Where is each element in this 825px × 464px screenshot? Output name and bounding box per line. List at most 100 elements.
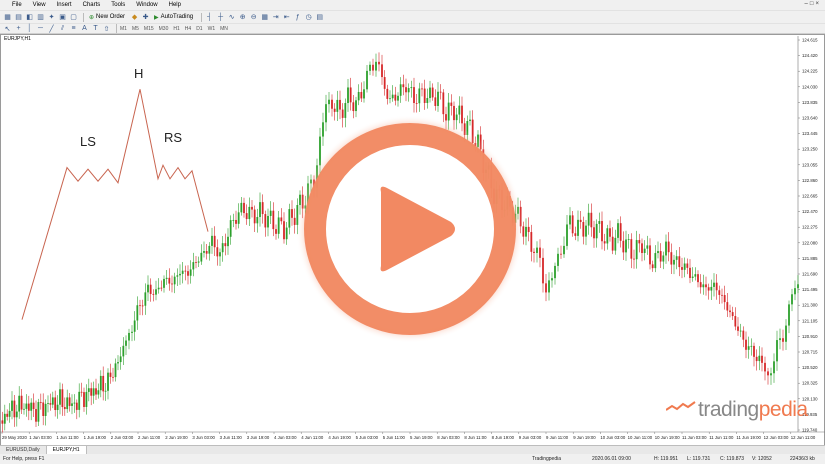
candle-bearish — [168, 277, 171, 284]
menu-help[interactable]: Help — [168, 2, 181, 8]
price-tick-label: 122.860 — [802, 178, 818, 183]
candle-bearish — [579, 219, 582, 223]
new-order-label: New Order — [96, 14, 126, 20]
menu-view[interactable]: View — [32, 2, 46, 8]
time-tick-label: 3 Jun 19:00 — [247, 435, 270, 440]
tab-eurusd-daily[interactable]: EURUSD,Daily — [0, 446, 47, 454]
zoom-in-icon[interactable]: ⊕ — [239, 14, 246, 21]
timeframe-d1[interactable]: D1 — [196, 25, 203, 32]
new-chart-icon[interactable]: ▦ — [4, 14, 11, 21]
market-watch-icon[interactable]: ◧ — [26, 14, 33, 21]
candle-bullish — [78, 391, 81, 410]
tab-eurjpy-h1[interactable]: EURJPY,H1 — [46, 446, 87, 454]
navigator-icon[interactable]: ✦ — [48, 14, 55, 21]
candle-bearish — [378, 61, 380, 65]
metaeditor-icon[interactable]: ◆ — [131, 14, 138, 21]
time-tick-label: 5 Jun 03:00 — [356, 435, 379, 440]
price-tick-label: 124.225 — [802, 69, 818, 74]
candle-bearish — [149, 284, 152, 294]
timeframe-m30[interactable]: M30 — [158, 25, 169, 32]
candle-bearish — [49, 403, 52, 405]
price-tick-label: 123.835 — [802, 100, 818, 105]
candle-bearish — [699, 282, 702, 288]
cursor-icon[interactable]: ↖ — [4, 25, 11, 33]
equidistant-channel-icon[interactable]: ⫽ — [60, 24, 65, 32]
timeframe-mn[interactable]: MN — [220, 25, 228, 32]
menu-insert[interactable]: Insert — [56, 2, 72, 8]
candle-bullish — [128, 332, 130, 341]
terminal-icon[interactable]: ▣ — [59, 14, 66, 21]
candle-bullish — [219, 252, 221, 257]
new-order-button[interactable]: ⊕ New Order — [87, 12, 127, 22]
candlestick-icon[interactable]: ┼ — [218, 13, 224, 21]
play-ring — [304, 123, 516, 335]
timeframe-h4[interactable]: H4 — [184, 25, 192, 32]
price-tick-label: 119.935 — [802, 412, 818, 417]
profiles-icon[interactable]: ▤ — [15, 14, 22, 21]
candle-bearish — [527, 226, 530, 233]
data-window-icon[interactable]: ▥ — [37, 14, 44, 21]
menu-file[interactable]: File — [12, 2, 22, 8]
menu-charts[interactable]: Charts — [82, 2, 101, 8]
tile-windows-icon[interactable]: ▦ — [261, 14, 268, 21]
periods-icon[interactable]: ◷ — [305, 14, 312, 21]
timeframe-m5[interactable]: M5 — [131, 25, 139, 32]
candle-bearish — [35, 409, 37, 422]
menu-window[interactable]: Window — [136, 2, 158, 8]
menu-tools[interactable]: Tools — [111, 2, 126, 8]
price-tick-label: 124.420 — [802, 53, 818, 58]
timeframe-h1[interactable]: H1 — [173, 25, 180, 32]
timeframe-w1[interactable]: W1 — [207, 25, 216, 32]
crosshair-icon[interactable]: + — [16, 25, 21, 32]
price-chart[interactable]: 124.615 124.420 124.225 124.030 123.835 123.6… — [0, 34, 825, 445]
candle-bullish — [794, 288, 796, 295]
separator — [201, 12, 203, 22]
candle-bearish — [737, 326, 739, 331]
candle-bullish — [288, 209, 291, 228]
indicators-icon[interactable]: ƒ — [295, 13, 300, 21]
candle-bullish — [229, 220, 232, 237]
candle-bullish — [563, 245, 565, 255]
time-tick-label: 10 Jun 11:00 — [628, 435, 653, 440]
candle-bullish — [221, 243, 224, 253]
candle-bearish — [264, 214, 267, 228]
candle-bullish — [399, 84, 402, 96]
strategy-tester-icon[interactable]: ▢ — [70, 14, 77, 21]
signals-icon[interactable]: ✚ — [142, 14, 149, 21]
candle-bullish — [536, 247, 538, 253]
trendline-icon[interactable]: ╱ — [49, 25, 54, 33]
arrows-icon[interactable]: ⇧ — [103, 25, 110, 33]
bar-chart-icon[interactable]: ┤ — [207, 13, 213, 21]
vertical-line-icon[interactable]: │ — [27, 25, 32, 32]
zoom-out-icon[interactable]: ⊖ — [250, 14, 257, 21]
timeframe-m1[interactable]: M1 — [120, 25, 127, 32]
candle-bullish — [277, 217, 280, 234]
autoscroll-icon[interactable]: ⇥ — [272, 14, 279, 21]
candle-bearish — [603, 241, 606, 244]
price-tick-label: 121.300 — [802, 303, 818, 308]
candle-bearish — [545, 283, 547, 293]
window-controls[interactable]: –□× — [804, 1, 821, 7]
candle-bullish — [267, 215, 269, 228]
candle-bullish — [47, 403, 49, 404]
chart-shift-icon[interactable]: ⇤ — [283, 14, 290, 21]
horizontal-line-icon[interactable]: ─ — [38, 25, 43, 32]
candle-bearish — [633, 258, 635, 260]
video-play-button[interactable] — [295, 114, 525, 344]
autotrading-button[interactable]: ▶ AutoTrading — [152, 12, 195, 22]
templates-icon[interactable]: ▤ — [316, 14, 323, 21]
time-tick-label: 2 Jun 19:00 — [165, 435, 188, 440]
candle-bullish — [176, 275, 179, 277]
time-tick-label: 2 Jun 03:00 — [111, 435, 134, 440]
status-bar: For Help, press F1 Tradingpedia 2020.06.… — [0, 454, 825, 464]
fibonacci-icon[interactable]: ≡ — [71, 25, 76, 32]
line-chart-icon[interactable]: ∿ — [228, 14, 235, 21]
price-tick-label: 120.130 — [802, 396, 818, 401]
candle-bullish — [606, 228, 609, 244]
timeframe-m15[interactable]: M15 — [143, 25, 154, 32]
candle-bullish — [97, 390, 100, 395]
text-icon[interactable]: A — [82, 25, 87, 32]
candle-bullish — [211, 235, 213, 246]
text-label-icon[interactable]: T — [93, 25, 98, 32]
